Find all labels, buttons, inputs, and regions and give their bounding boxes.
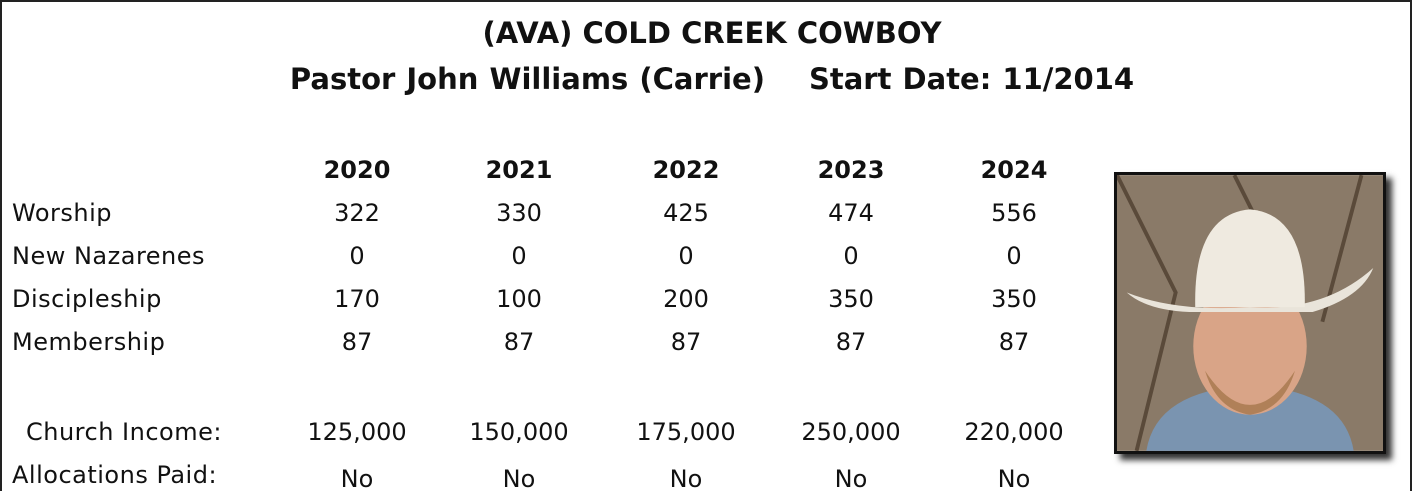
cell-value: 200 [663,285,709,313]
column-header: 2021 [486,156,553,184]
start-date: Start Date: 11/2014 [809,62,1134,96]
cell-value: 350 [828,285,874,313]
cell-value: 0 [1006,242,1021,270]
cell-value: 0 [349,242,364,270]
cell-value: 250,000 [801,418,900,446]
cell-value: 0 [843,242,858,270]
row-label: Church Income: [26,418,222,446]
page: (AVA) COLD CREEK COWBOY Pastor John Will… [0,0,1412,491]
row-label: New Nazarenes [12,242,205,270]
cell-value: 425 [663,199,709,227]
cell-value: 0 [678,242,693,270]
cell-value: 350 [991,285,1037,313]
cell-value: 100 [496,285,542,313]
column-header: 2024 [981,156,1048,184]
cell-value: 150,000 [469,418,568,446]
cell-value: 175,000 [636,418,735,446]
row-label: Membership [12,328,165,356]
cell-value: 0 [511,242,526,270]
cell-value: 170 [334,285,380,313]
cell-value: 87 [671,328,702,356]
cell-value: 220,000 [964,418,1063,446]
cell-value: 556 [991,199,1037,227]
cell-value: 87 [836,328,867,356]
row-label: Allocations Paid: [12,461,217,489]
cell-value: 474 [828,199,874,227]
pastor: Pastor John Williams (Carrie) [290,62,765,96]
column-header: 2022 [653,156,720,184]
column-header: 2020 [324,156,391,184]
cell-value: 87 [504,328,535,356]
column-header: 2023 [818,156,885,184]
cell-value: 330 [496,199,542,227]
row-label: Worship [12,199,112,227]
cell-value: 87 [342,328,373,356]
cell-value: 125,000 [307,418,406,446]
pastor-photo [1114,172,1386,454]
cell-value: 87 [999,328,1030,356]
cell-value: 322 [334,199,380,227]
row-label: Discipleship [12,285,162,313]
subtitle: Pastor John Williams (Carrie) Start Date:… [2,62,1412,96]
title: (AVA) COLD CREEK COWBOY [2,16,1412,50]
